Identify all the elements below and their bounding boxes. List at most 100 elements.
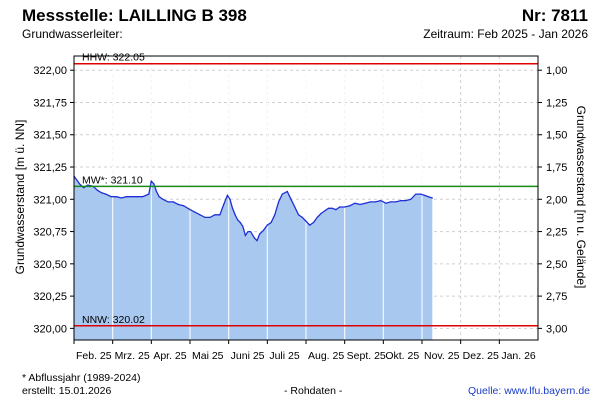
source-link[interactable]: Quelle: www.lfu.bayern.de [468, 385, 590, 397]
y-axis-right-title: Grundwasserstand [m u. Gelände] [574, 106, 588, 289]
data-point [101, 192, 103, 194]
data-point [214, 214, 216, 216]
y-tick-label-right: 2,25 [546, 227, 567, 239]
data-point [278, 201, 280, 203]
data-point [294, 206, 296, 208]
data-point [83, 187, 85, 189]
y-tick-label-left: 320,25 [33, 291, 67, 303]
data-point [375, 201, 377, 203]
data-point [172, 201, 174, 203]
data-point [327, 207, 330, 209]
x-tick-label: Juni 25 [231, 350, 265, 362]
month-separators [112, 56, 423, 340]
data-point [369, 201, 371, 203]
data-point [390, 201, 392, 203]
data-point [120, 197, 122, 199]
data-point [424, 194, 426, 196]
data-point [316, 216, 318, 218]
data-point [162, 198, 164, 200]
data-point [274, 214, 276, 216]
data-point [231, 207, 234, 209]
data-point [239, 221, 241, 224]
data-point [234, 214, 236, 216]
data-point [209, 216, 211, 218]
y-tick-label-left: 322,00 [33, 65, 67, 77]
x-tick-label: Aug. 25 [308, 350, 344, 362]
data-point [301, 216, 303, 218]
data-point [115, 196, 117, 198]
data-point [309, 224, 311, 226]
rawdata-label: - Rohdaten - [284, 385, 343, 397]
data-line [73, 175, 433, 242]
data-points [73, 175, 433, 242]
x-tick-label: Mrz. 25 [115, 350, 150, 362]
y-tick-label-right: 1,25 [546, 97, 567, 109]
data-point [320, 212, 322, 215]
data-point [385, 202, 387, 204]
x-tick-label: Sept. 25 [347, 350, 386, 362]
data-point [237, 219, 239, 221]
data-point [155, 190, 158, 193]
x-tick-label: Okt. 25 [385, 350, 419, 362]
data-point [297, 214, 300, 216]
data-point [87, 184, 89, 186]
data-point [266, 224, 268, 226]
y-tick-label-left: 321,75 [33, 97, 67, 109]
y-tick-label-right: 2,00 [546, 194, 567, 206]
y-tick-label-right: 1,00 [546, 65, 567, 77]
data-point [135, 196, 137, 198]
data-point [130, 196, 132, 198]
x-axis: Feb. 25 Mrz. 25 Apr. 25 Mai 25 Juni 25 Juli 2… [73, 340, 536, 362]
data-point [359, 203, 361, 206]
data-point [270, 221, 272, 224]
y-tick-label-left: 321,50 [33, 130, 67, 142]
data-point [380, 200, 382, 202]
data-point [344, 206, 346, 208]
data-point [125, 196, 127, 198]
data-point [167, 201, 169, 203]
reference-label: NNW: 320.02 [82, 314, 145, 326]
y-tick-label-left: 320,75 [33, 227, 67, 239]
x-tick-label: Dez. 25 [463, 350, 499, 362]
y-axis-right: 1,00 1,25 1,50 1,75 2,00 2,25 2,50 2,75 3,00 [538, 65, 567, 335]
data-point [324, 210, 326, 212]
y-tick-label-left: 320,50 [33, 259, 67, 271]
footnote: * Abflussjahr (1989-2024) [22, 372, 141, 384]
reference-lines: HHW: 322.05 MW*: 321.10 NNW: 320.02 [74, 52, 538, 327]
data-point [420, 193, 422, 195]
data-point [183, 205, 185, 207]
data-point [148, 193, 150, 195]
reference-label: MW*: 321.10 [82, 174, 143, 186]
data-point [354, 202, 356, 204]
period-label: Zeitraum: Feb 2025 - Jan 2026 [423, 27, 588, 41]
data-point [244, 234, 246, 236]
data-point [364, 202, 366, 204]
data-point [331, 207, 333, 209]
y-tick-label-right: 1,50 [546, 130, 567, 142]
data-point [410, 198, 412, 200]
data-point [395, 201, 397, 203]
x-tick-label: Apr. 25 [153, 350, 186, 362]
data-point [250, 231, 252, 233]
y-tick-label-right: 2,75 [546, 291, 567, 303]
x-tick-label: Feb. 25 [76, 350, 112, 362]
data-point [219, 214, 221, 216]
data-point [189, 209, 191, 211]
y-axis-left: 322,00 321,75 321,50 321,25 321,00 320,75 320,… [33, 65, 74, 335]
y-tick-label-left: 320,00 [33, 323, 67, 335]
data-point [204, 216, 206, 218]
data-point [405, 200, 407, 202]
data-point [158, 196, 160, 198]
data-point [110, 196, 112, 198]
y-tick-label-right: 1,75 [546, 162, 567, 174]
data-point [339, 206, 341, 208]
station-number: Nr: 7811 [521, 6, 588, 25]
data-point [415, 193, 417, 195]
data-point [400, 200, 402, 202]
data-point [199, 214, 201, 216]
data-point [312, 221, 315, 224]
data-point [177, 203, 179, 206]
created-date: erstellt: 15.01.2026 [22, 385, 112, 397]
data-point [226, 194, 228, 196]
data-point [229, 198, 231, 200]
